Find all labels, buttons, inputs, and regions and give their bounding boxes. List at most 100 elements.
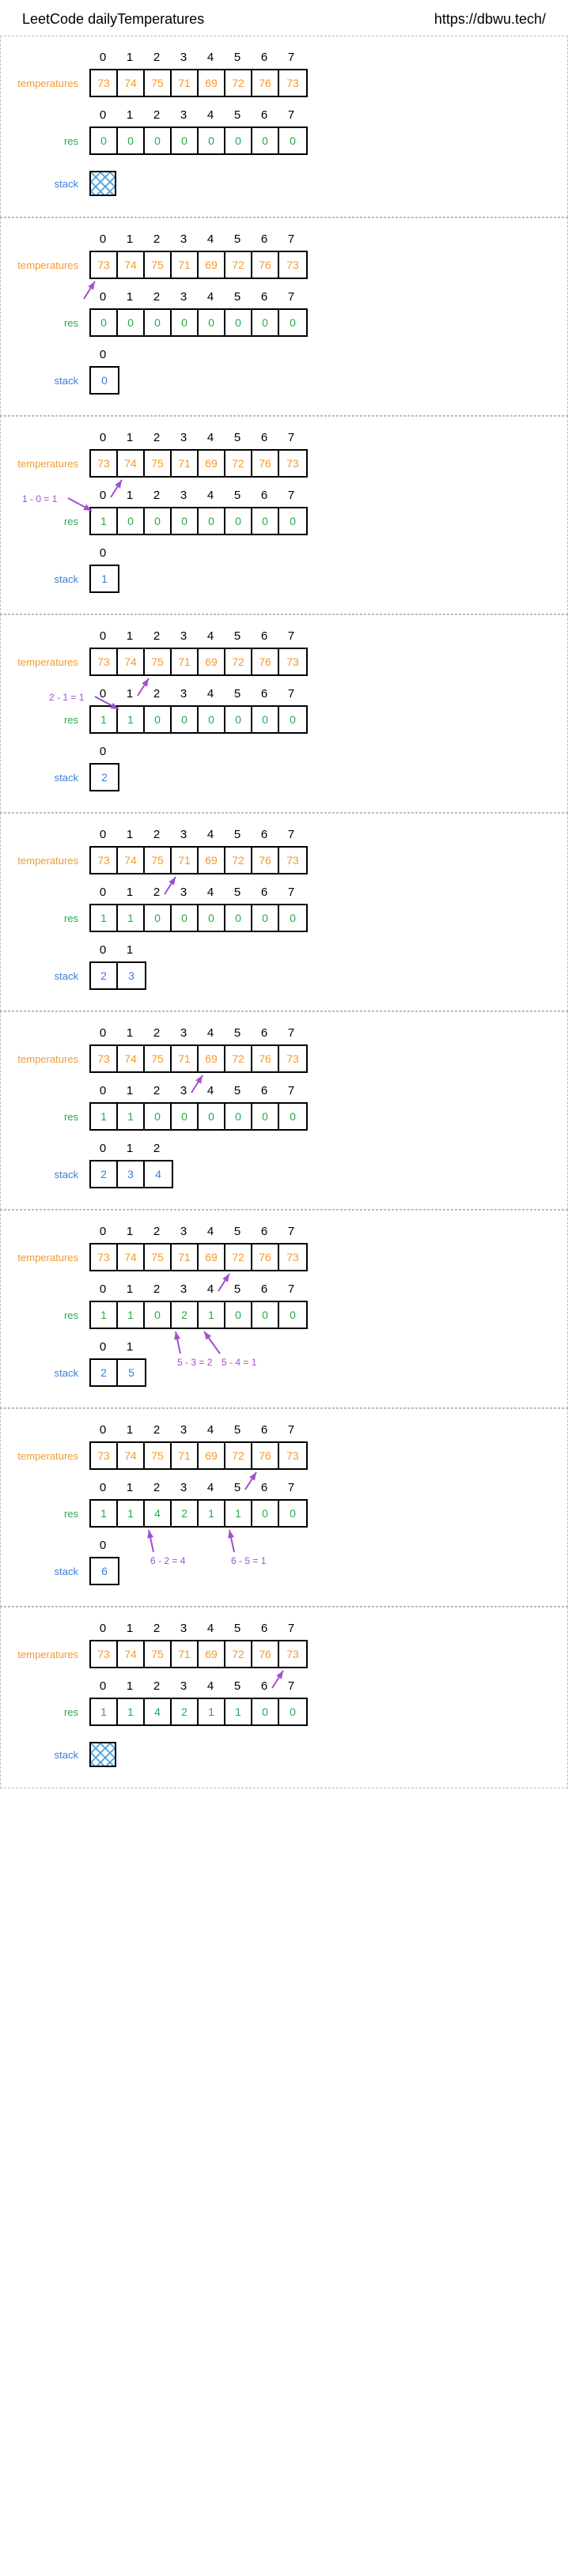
index-label: 5 — [224, 51, 251, 64]
index-row: 0 — [89, 1539, 558, 1552]
stack-cells: 23 — [89, 961, 146, 990]
index-label: 6 — [251, 687, 278, 701]
index-label: 0 — [89, 745, 116, 758]
temp-cells: 7374757169727673 — [89, 251, 308, 279]
index-label: 1 — [116, 1622, 143, 1635]
stack-cell: 4 — [145, 1161, 172, 1187]
temp-cell: 76 — [252, 70, 279, 96]
index-label: 2 — [143, 108, 170, 122]
lbl-stack-row: stack — [10, 1742, 558, 1767]
index-label: 7 — [278, 828, 305, 841]
res-cell: 0 — [199, 128, 225, 153]
index-label: 0 — [89, 886, 116, 899]
index-label: 0 — [89, 1679, 116, 1693]
temp-cell: 76 — [252, 252, 279, 278]
res-cell: 0 — [199, 508, 225, 534]
index-label: 7 — [278, 1622, 305, 1635]
stack-cell: 2 — [91, 963, 118, 988]
stack-empty-icon — [89, 1742, 116, 1767]
lbl-stack-row: stack1 — [10, 565, 558, 593]
res-cell: 1 — [199, 1501, 225, 1526]
index-row: 01234567 — [89, 489, 558, 502]
res-cell: 0 — [225, 905, 252, 931]
index-label: 5 — [224, 1622, 251, 1635]
index-label: 7 — [278, 886, 305, 899]
index-row: 0 — [89, 546, 558, 560]
lbl-temp-row: temperatures7374757169727673 — [10, 449, 558, 478]
lbl-stack-row: stack25 — [10, 1358, 558, 1387]
index-label: 7 — [278, 290, 305, 304]
temp-cell: 76 — [252, 1245, 279, 1270]
res-cell: 0 — [225, 128, 252, 153]
index-label: 5 — [224, 489, 251, 502]
index-label: 1 — [116, 943, 143, 957]
index-label: 5 — [224, 1084, 251, 1097]
index-label: 5 — [224, 629, 251, 643]
index-row: 0 — [89, 348, 558, 361]
index-label: 3 — [170, 828, 197, 841]
res-cells: 11021000 — [89, 1301, 308, 1329]
index-label: 2 — [143, 51, 170, 64]
res-cell: 1 — [199, 1302, 225, 1328]
stack-cells: 6 — [89, 1557, 119, 1585]
index-label: 6 — [251, 1026, 278, 1040]
index-label: 2 — [143, 828, 170, 841]
lbl-stack-row: stack23 — [10, 961, 558, 990]
temp-cell: 73 — [91, 451, 118, 476]
index-label: 5 — [224, 1026, 251, 1040]
res-cell: 1 — [118, 707, 145, 732]
temp-cell: 74 — [118, 70, 145, 96]
step-4: 01234567temperatures73747571697276730123… — [0, 813, 568, 1011]
res-cell: 0 — [118, 128, 145, 153]
index-label: 5 — [224, 1423, 251, 1437]
index-label: 4 — [197, 886, 224, 899]
index-label: 1 — [116, 431, 143, 444]
index-label: 0 — [89, 1225, 116, 1238]
index-label: 0 — [89, 687, 116, 701]
res-cell: 1 — [91, 1302, 118, 1328]
res-cell: 0 — [199, 310, 225, 335]
lbl-stack-label: stack — [10, 772, 89, 784]
temp-cell: 75 — [145, 649, 172, 674]
index-row: 01234567 — [89, 687, 558, 701]
temp-cell: 76 — [252, 1443, 279, 1468]
temp-cell: 75 — [145, 70, 172, 96]
temp-cell: 76 — [252, 848, 279, 873]
lbl-res-row: res00000000 — [10, 308, 558, 337]
index-label: 4 — [197, 629, 224, 643]
res-cell: 4 — [145, 1699, 172, 1724]
temp-cell: 73 — [279, 1443, 306, 1468]
index-label: 2 — [143, 1084, 170, 1097]
index-label: 2 — [143, 1481, 170, 1494]
index-label: 2 — [143, 1423, 170, 1437]
temp-cell: 71 — [172, 451, 199, 476]
temp-cell: 73 — [91, 1443, 118, 1468]
stack-cell: 3 — [118, 963, 145, 988]
res-cell: 1 — [91, 1104, 118, 1129]
temp-cell: 69 — [199, 1641, 225, 1667]
index-label: 0 — [89, 489, 116, 502]
stack-cell: 2 — [91, 1360, 118, 1385]
res-cell: 0 — [279, 1699, 306, 1724]
step-5: 01234567temperatures73747571697276730123… — [0, 1011, 568, 1210]
temp-cell: 73 — [279, 252, 306, 278]
index-row: 01234567 — [89, 1679, 558, 1693]
lbl-stack-label: stack — [10, 178, 89, 190]
lbl-stack-label: stack — [10, 1566, 89, 1577]
index-label: 0 — [89, 1539, 116, 1552]
index-label: 5 — [224, 1225, 251, 1238]
stack-cells: 0 — [89, 366, 119, 395]
temp-cell: 73 — [91, 1641, 118, 1667]
res-cell: 0 — [252, 1104, 279, 1129]
temp-cell: 71 — [172, 649, 199, 674]
index-label: 1 — [116, 828, 143, 841]
index-label: 6 — [251, 1225, 278, 1238]
index-label: 1 — [116, 290, 143, 304]
lbl-stack-row: stack2 — [10, 763, 558, 791]
index-label: 6 — [251, 431, 278, 444]
index-label: 7 — [278, 1225, 305, 1238]
temp-cell: 69 — [199, 70, 225, 96]
res-cells: 10000000 — [89, 507, 308, 535]
index-label: 4 — [197, 290, 224, 304]
temp-cell: 73 — [91, 1245, 118, 1270]
